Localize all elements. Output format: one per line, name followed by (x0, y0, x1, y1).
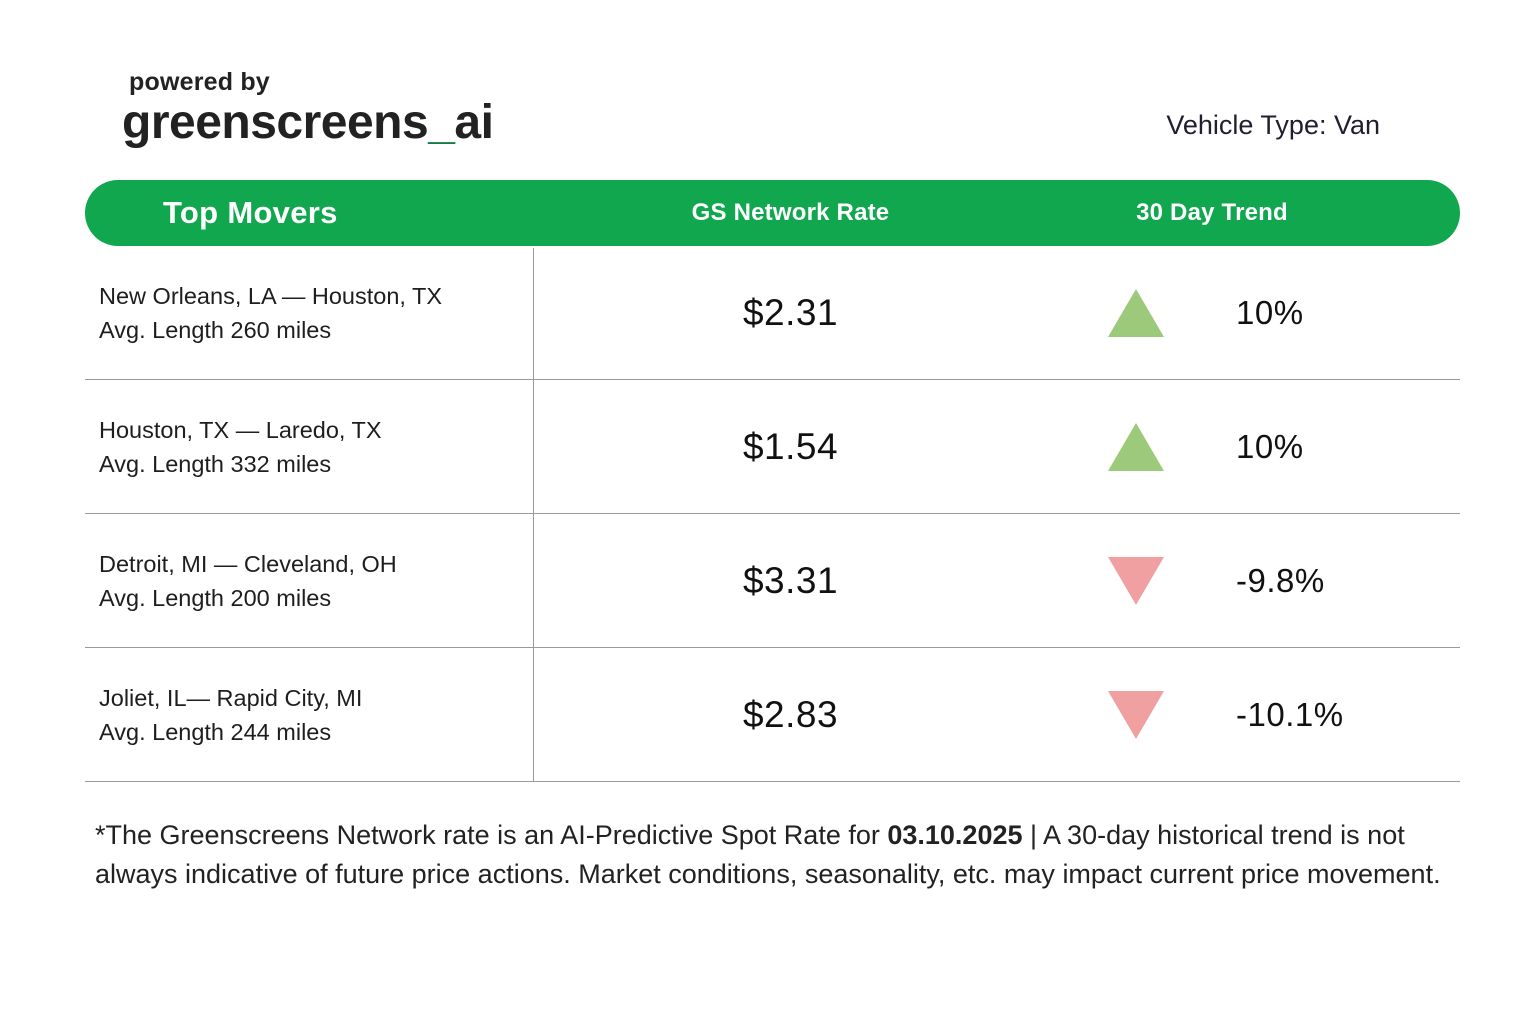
rate-value: $2.31 (742, 291, 839, 333)
table-row: Joliet, IL— Rapid City, MI Avg. Length 2… (85, 648, 1460, 782)
trend-up-triangle-icon (1108, 422, 1164, 471)
disclaimer-text: *The Greenscreens Network rate is an AI-… (95, 816, 1455, 893)
trend-cell: 10% (1048, 288, 1460, 337)
lane-cell: Detroit, MI — Cleveland, OH Avg. Length … (85, 547, 533, 615)
trend-percentage: -10.1% (1236, 695, 1344, 733)
rate-value: $3.31 (742, 559, 839, 601)
table-row: Houston, TX — Laredo, TX Avg. Length 332… (85, 380, 1460, 514)
lane-name: Houston, TX — Laredo, TX (99, 416, 382, 443)
trend-cell: 10% (1048, 422, 1460, 471)
trend-percentage: 10% (1236, 293, 1304, 331)
lane-avg-length: Avg. Length 332 miles (99, 450, 332, 477)
lane-name: New Orleans, LA — Houston, TX (99, 282, 443, 309)
rate-value: $2.83 (742, 693, 839, 735)
table-header-bar: Top Movers GS Network Rate 30 Day Trend (85, 180, 1460, 246)
lane-cell: New Orleans, LA — Houston, TX Avg. Lengt… (85, 279, 533, 347)
rate-value: $1.54 (742, 425, 839, 467)
trend-down-triangle-icon (1108, 556, 1164, 605)
table-row: Detroit, MI — Cleveland, OH Avg. Length … (85, 514, 1460, 648)
disclaimer-after-date: | A 30-day historical trend is not alway… (95, 820, 1441, 889)
greenscreens-logo: powered by greenscreens_ai (122, 68, 494, 149)
brand-prefix: greenscreens (122, 96, 429, 149)
trend-down-triangle-icon (1108, 690, 1164, 739)
lane-name: Joliet, IL— Rapid City, MI (99, 684, 363, 711)
lane-name: Detroit, MI — Cleveland, OH (99, 550, 397, 577)
trend-cell: -9.8% (1048, 556, 1460, 605)
lane-cell: Houston, TX — Laredo, TX Avg. Length 332… (85, 413, 533, 481)
lane-avg-length: Avg. Length 244 miles (99, 718, 332, 745)
trend-cell: -10.1% (1048, 690, 1460, 739)
header: powered by greenscreens_ai Vehicle Type:… (0, 0, 1536, 147)
table-row: New Orleans, LA — Houston, TX Avg. Lengt… (85, 246, 1460, 380)
column-header-trend: 30 Day Trend (1136, 199, 1288, 226)
top-movers-table: Top Movers GS Network Rate 30 Day Trend … (85, 180, 1460, 782)
trend-percentage: -9.8% (1236, 561, 1325, 599)
lane-avg-length: Avg. Length 200 miles (99, 584, 332, 611)
brand-suffix: ai (454, 96, 494, 149)
brand-wordmark: greenscreens_ai (122, 96, 494, 149)
brand-underscore: _ (428, 96, 455, 149)
table-body: New Orleans, LA — Houston, TX Avg. Lengt… (85, 246, 1460, 782)
trend-up-triangle-icon (1108, 288, 1164, 337)
column-header-rate: GS Network Rate (691, 199, 890, 226)
column-divider (533, 248, 534, 782)
powered-by-label: powered by (129, 68, 270, 96)
lane-avg-length: Avg. Length 260 miles (99, 316, 332, 343)
table-title: Top Movers (163, 195, 338, 230)
lane-cell: Joliet, IL— Rapid City, MI Avg. Length 2… (85, 681, 533, 749)
disclaimer-before-date: *The Greenscreens Network rate is an AI-… (95, 820, 888, 850)
trend-percentage: 10% (1236, 427, 1304, 465)
vehicle-type-label: Vehicle Type: Van (1166, 110, 1380, 140)
disclaimer-date: 03.10.2025 (887, 820, 1023, 850)
